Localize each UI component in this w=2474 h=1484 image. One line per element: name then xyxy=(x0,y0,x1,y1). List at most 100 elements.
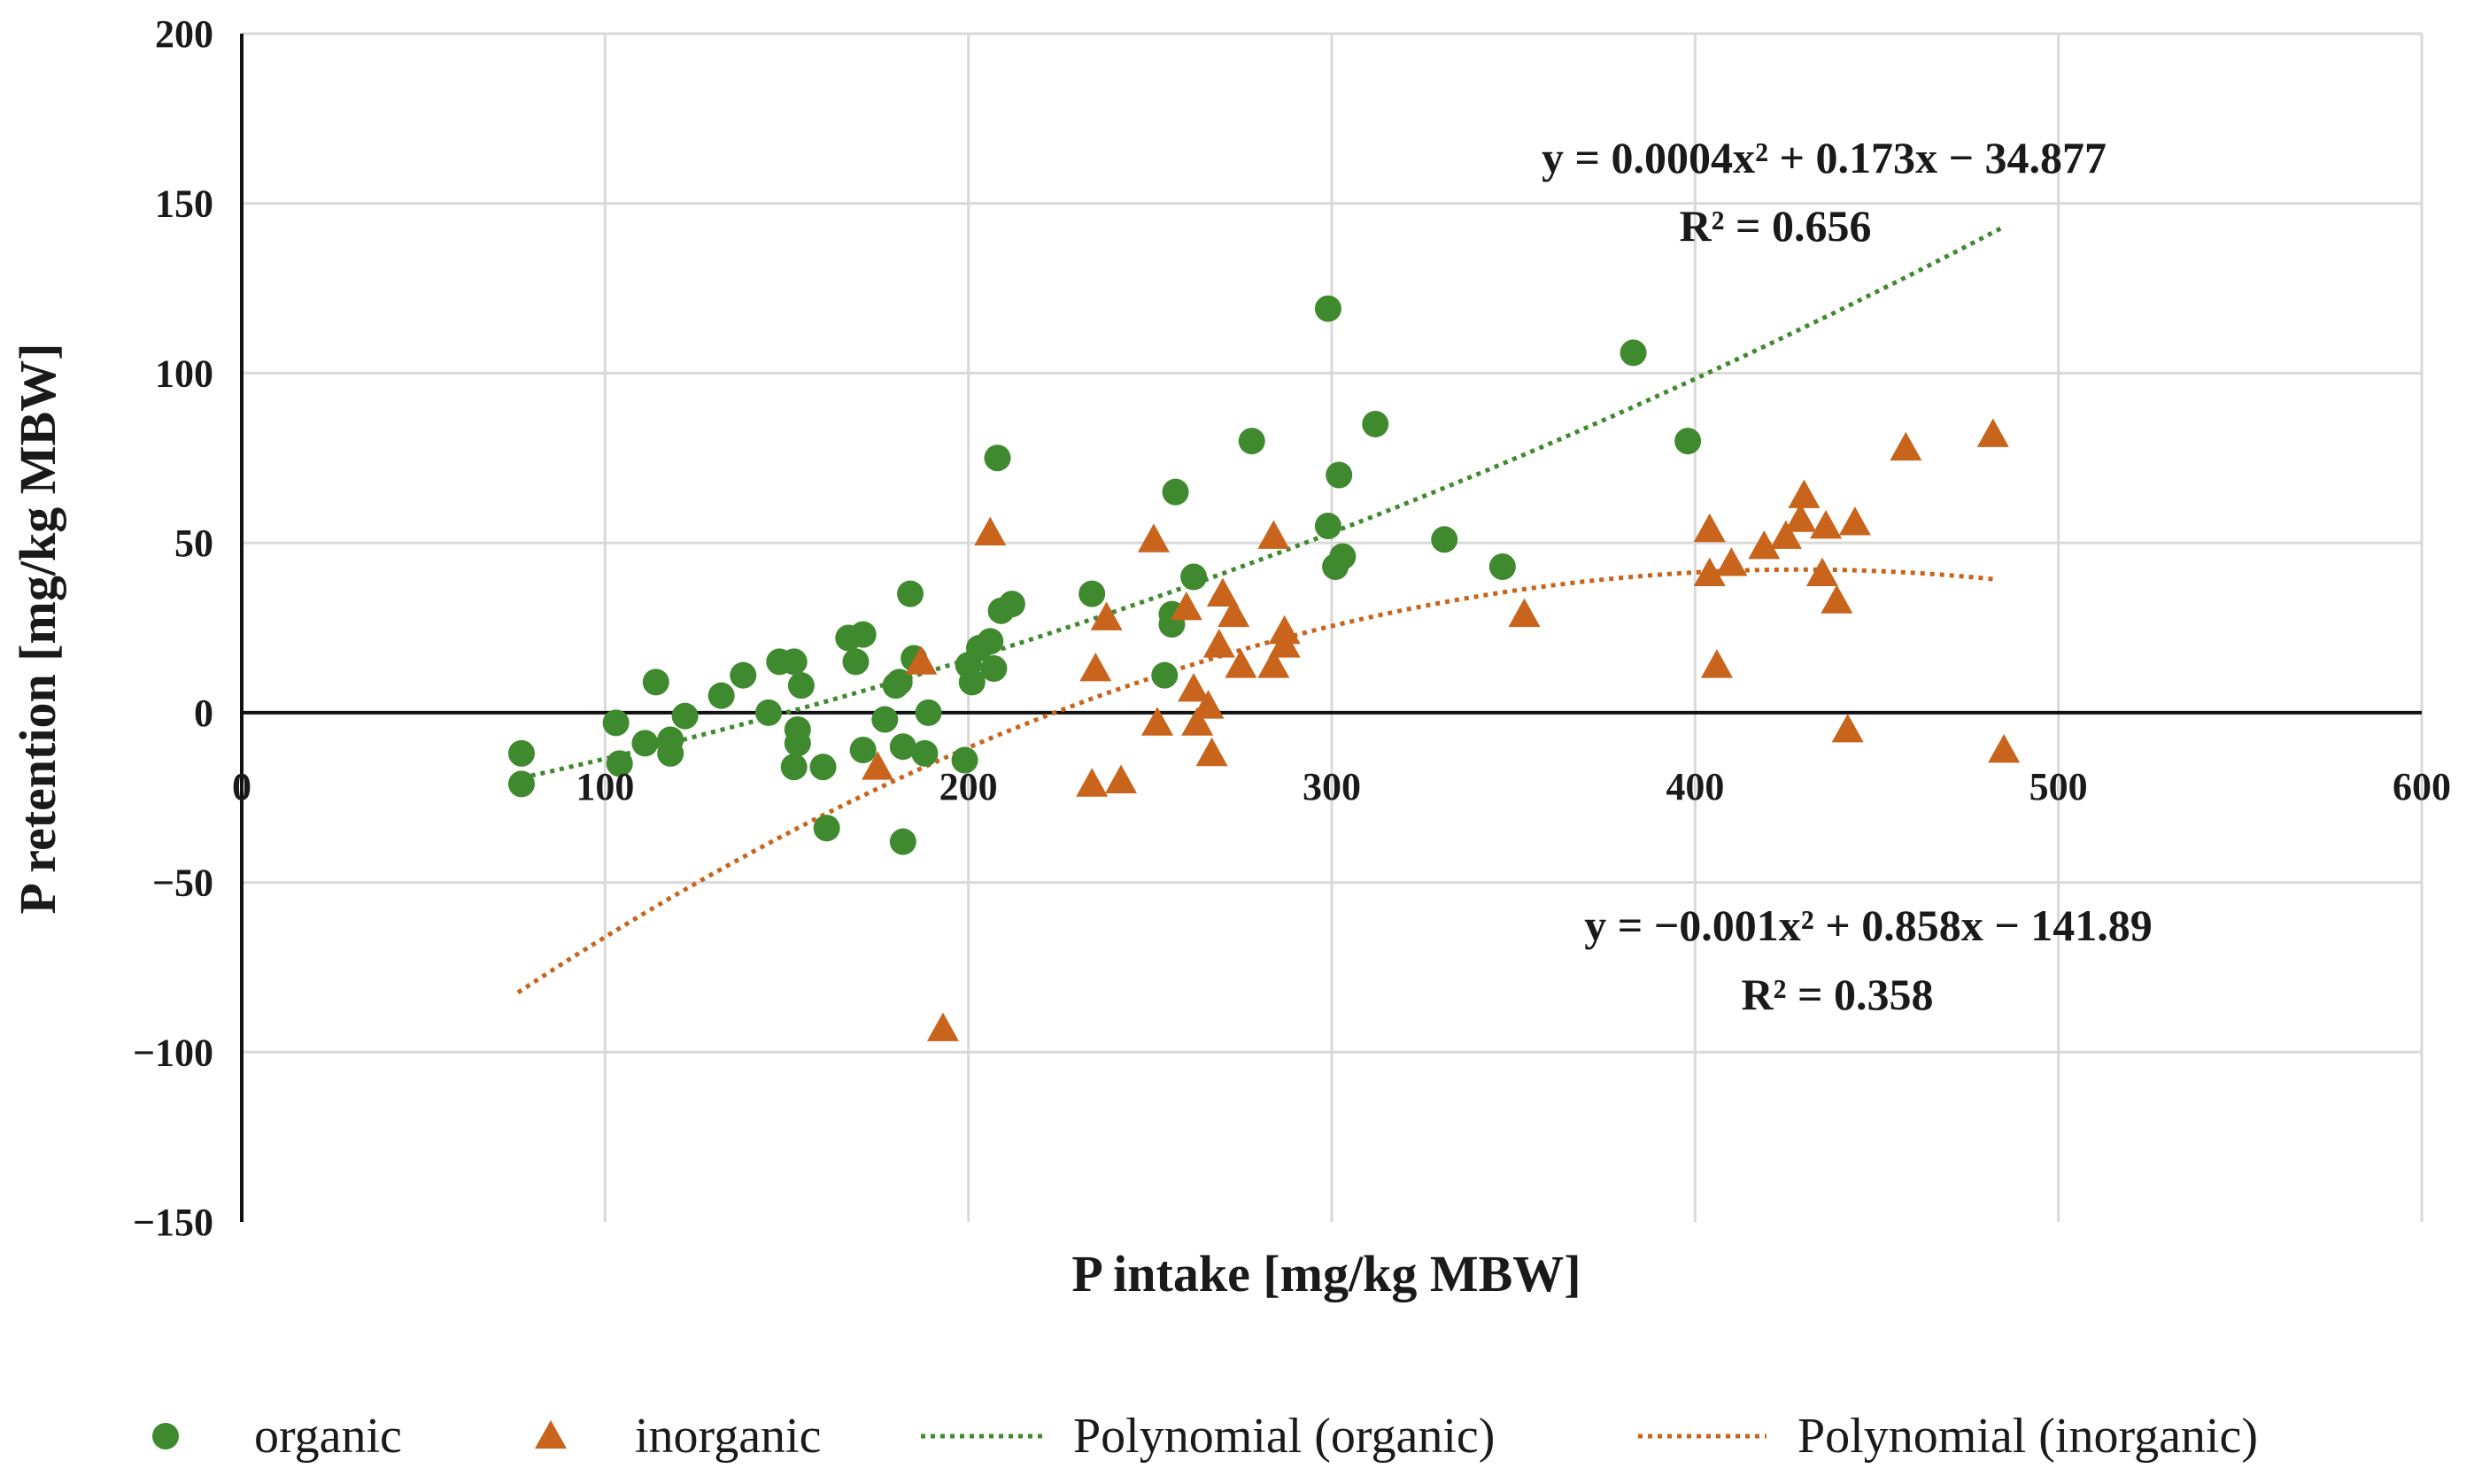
inorganic-point xyxy=(974,516,1007,546)
inorganic-point xyxy=(1181,707,1214,736)
organic-point xyxy=(507,770,535,798)
organic-point xyxy=(871,706,899,733)
organic-point xyxy=(787,672,815,699)
organic-point xyxy=(642,669,669,696)
organic-point xyxy=(1151,661,1179,689)
legend-organic-label: organic xyxy=(254,1409,402,1464)
organic-point xyxy=(1238,428,1265,455)
x-tick-label: 600 xyxy=(2393,765,2451,808)
organic-point xyxy=(606,750,633,777)
organic-point xyxy=(915,699,942,726)
y-tick-label: −100 xyxy=(133,1031,213,1074)
data-points xyxy=(507,295,2021,1041)
inorganic-point xyxy=(1195,737,1228,767)
inorganic-point xyxy=(1141,707,1174,736)
inorganic-point xyxy=(1178,673,1210,702)
inorganic-point xyxy=(1748,529,1781,560)
organic-point xyxy=(977,628,1004,655)
organic-point xyxy=(889,733,916,761)
inorganic-point xyxy=(1225,649,1257,678)
organic-point xyxy=(1431,526,1458,553)
organic-point xyxy=(657,739,684,767)
grid xyxy=(242,32,2424,1222)
organic-point xyxy=(849,621,877,648)
inorganic-point xyxy=(1700,649,1733,678)
x-tick-label: 200 xyxy=(939,765,998,808)
trendlines xyxy=(516,224,2006,995)
inorganic-point xyxy=(1693,557,1726,587)
inorganic-point xyxy=(1218,598,1250,628)
inorganic-trend-equation: y = −0.001x² + 0.858x − 141.89 xyxy=(1584,900,2152,950)
inorganic-point xyxy=(1257,649,1290,678)
organic-point xyxy=(1488,553,1516,580)
y-axis-title: P retention [mg/kg MBW] xyxy=(9,344,66,915)
x-tick-label: 300 xyxy=(1303,765,1361,808)
organic-point xyxy=(885,669,913,696)
y-tick-label: 50 xyxy=(174,522,213,565)
inorganic-point xyxy=(1805,557,1838,587)
inorganic-point xyxy=(1988,734,2021,763)
organic-point xyxy=(780,754,808,781)
organic-point xyxy=(998,591,1025,618)
organic-point xyxy=(1162,478,1189,506)
legend: organic inorganic Polynomial (organic) P… xyxy=(152,1409,2258,1464)
x-tick-label: 100 xyxy=(576,765,634,808)
organic-point xyxy=(809,754,837,781)
organic-trend-r2: R² = 0.656 xyxy=(1679,201,1871,251)
inorganic-point xyxy=(1788,479,1821,508)
inorganic-point xyxy=(1715,547,1748,576)
inorganic-trendline xyxy=(516,567,1994,995)
organic-point xyxy=(784,730,811,757)
axes xyxy=(240,34,2422,1222)
x-tick-label: 0 xyxy=(232,765,251,808)
legend-inorganic-marker xyxy=(535,1420,567,1449)
y-tick-label: 100 xyxy=(155,352,213,395)
inorganic-point xyxy=(1137,523,1170,553)
organic-point xyxy=(980,655,1008,683)
organic-point xyxy=(507,739,535,767)
inorganic-point xyxy=(1170,591,1202,621)
organic-point xyxy=(984,444,1011,472)
x-axis-title: P intake [mg/kg MBW] xyxy=(1071,1245,1581,1302)
y-tick-label: −50 xyxy=(152,862,213,905)
organic-point xyxy=(1079,580,1106,607)
organic-point xyxy=(1326,461,1353,489)
organic-point xyxy=(889,828,916,855)
inorganic-point xyxy=(1192,690,1225,719)
organic-point xyxy=(1314,295,1341,322)
organic-point xyxy=(707,682,735,709)
organic-point xyxy=(813,815,840,842)
inorganic-point xyxy=(905,645,938,675)
organic-point xyxy=(1314,512,1341,539)
inorganic-point xyxy=(1810,509,1843,539)
inorganic-point xyxy=(1268,629,1301,658)
organic-point xyxy=(1620,339,1647,367)
inorganic-point xyxy=(862,751,894,780)
organic-point xyxy=(602,709,630,737)
y-tick-label: 200 xyxy=(155,12,213,56)
inorganic-point xyxy=(1206,577,1239,607)
organic-point xyxy=(958,669,986,696)
inorganic-point xyxy=(1976,418,2009,447)
organic-point xyxy=(671,702,699,730)
organic-point xyxy=(730,661,757,689)
organic-point xyxy=(842,648,870,676)
inorganic-point xyxy=(1890,431,1922,461)
organic-point xyxy=(1674,428,1702,455)
organic-point xyxy=(1180,563,1208,591)
x-tick-label: 400 xyxy=(1666,765,1724,808)
inorganic-point xyxy=(1769,520,1802,549)
legend-organic-marker xyxy=(152,1423,179,1449)
organic-point xyxy=(849,737,877,764)
x-tick-label: 500 xyxy=(2029,765,2088,808)
legend-organic-trend-label: Polynomial (organic) xyxy=(1073,1409,1495,1464)
inorganic-point xyxy=(1508,598,1541,628)
organic-point xyxy=(911,739,939,767)
legend-inorganic-label: inorganic xyxy=(635,1409,821,1464)
inorganic-point xyxy=(1838,506,1871,536)
inorganic-point xyxy=(1202,629,1235,658)
organic-point xyxy=(754,699,782,726)
legend-inorganic-trend-label: Polynomial (inorganic) xyxy=(1798,1409,2258,1464)
organic-point xyxy=(1362,410,1389,437)
